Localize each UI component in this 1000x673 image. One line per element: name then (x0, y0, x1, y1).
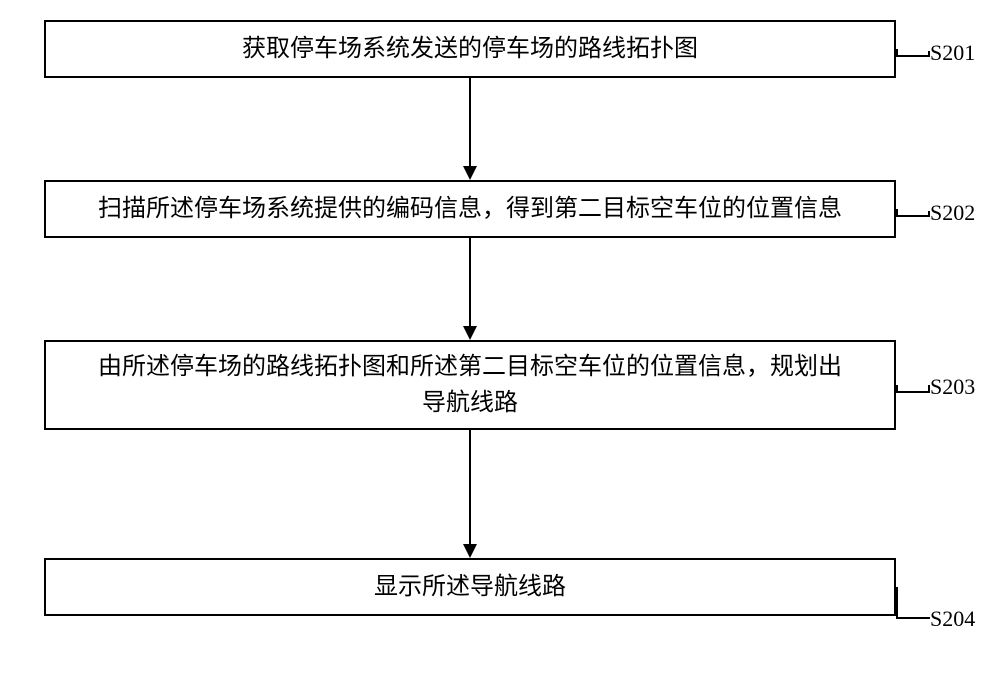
flow-node-text: 扫描所述停车场系统提供的编码信息，得到第二目标空车位的位置信息 (98, 191, 842, 227)
label-connector (896, 391, 930, 393)
flow-node-text: 获取停车场系统发送的停车场的路线拓扑图 (242, 31, 698, 67)
label-connector (928, 51, 930, 55)
edge-n1-n2 (469, 78, 471, 168)
arrow-head-icon (463, 544, 477, 558)
label-connector (896, 617, 930, 619)
flow-node-n4: 显示所述导航线路 (44, 558, 896, 616)
arrow-head-icon (463, 326, 477, 340)
step-label-n3: S203 (930, 374, 975, 400)
edge-n3-n4 (469, 430, 471, 546)
flow-node-n1: 获取停车场系统发送的停车场的路线拓扑图 (44, 20, 896, 78)
flow-node-text: 由所述停车场的路线拓扑图和所述第二目标空车位的位置信息，规划出 导航线路 (98, 349, 842, 421)
label-connector (896, 215, 930, 217)
label-connector (928, 211, 930, 215)
step-label-n1: S201 (930, 40, 975, 66)
arrow-head-icon (463, 166, 477, 180)
label-connector (928, 385, 930, 391)
step-label-n2: S202 (930, 200, 975, 226)
edge-n2-n3 (469, 238, 471, 328)
label-connector (896, 587, 898, 617)
flow-node-n2: 扫描所述停车场系统提供的编码信息，得到第二目标空车位的位置信息 (44, 180, 896, 238)
label-connector (896, 55, 930, 57)
flowchart-canvas: 获取停车场系统发送的停车场的路线拓扑图 S201 扫描所述停车场系统提供的编码信息，… (0, 0, 1000, 673)
flow-node-text: 显示所述导航线路 (374, 569, 566, 605)
step-label-n4: S204 (930, 606, 975, 632)
flow-node-n3: 由所述停车场的路线拓扑图和所述第二目标空车位的位置信息，规划出 导航线路 (44, 340, 896, 430)
